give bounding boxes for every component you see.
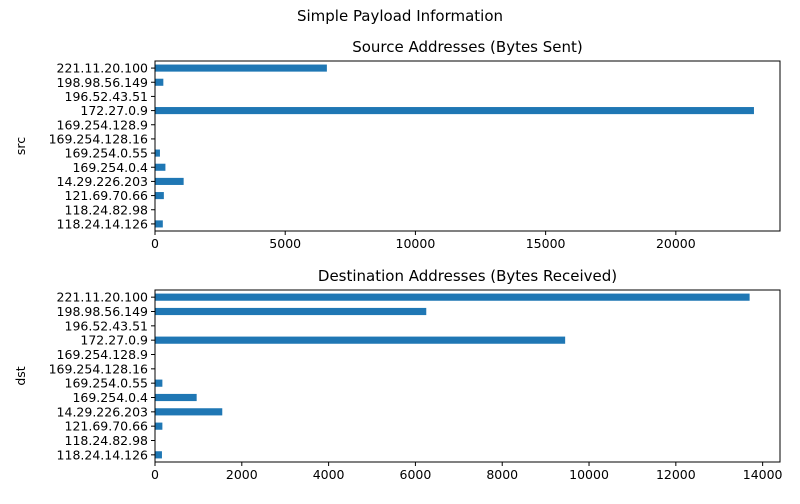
dst-bar-0 <box>155 451 162 459</box>
src-ytick-label-8: 172.27.0.9 <box>80 103 148 118</box>
src-ytick-label-5: 169.254.0.55 <box>65 146 149 161</box>
src-bar-5 <box>155 149 160 157</box>
dst-xtick-label-0: 0 <box>151 467 159 482</box>
src-xtick-label-0: 0 <box>151 236 159 251</box>
dst-ytick-label-4: 169.254.0.4 <box>72 390 148 405</box>
dst-ytick-label-3: 14.29.226.203 <box>57 404 148 419</box>
dst-bar-2 <box>155 422 163 430</box>
src-ytick-label-9: 196.52.43.51 <box>65 89 149 104</box>
dst-ylabel: dst <box>13 366 28 385</box>
dst-xtick-label-5: 10000 <box>569 467 609 482</box>
src-bar-4 <box>155 163 166 171</box>
src-ytick-label-6: 169.254.128.16 <box>49 131 148 146</box>
src-ytick-label-7: 169.254.128.9 <box>57 117 148 132</box>
src-bar-3 <box>155 177 184 185</box>
src-axes-frame <box>154 60 781 232</box>
src-xtick-label-1: 5000 <box>269 236 301 251</box>
src-ytick-label-0: 118.24.14.126 <box>57 216 148 231</box>
src-xtick-label-4: 20000 <box>656 236 696 251</box>
figure-suptitle: Simple Payload Information <box>296 7 504 25</box>
src-xtick-label-3: 15000 <box>526 236 566 251</box>
dst-bar-10 <box>155 307 427 316</box>
dst-ytick-label-6: 169.254.128.16 <box>49 361 148 376</box>
dst-ytick-label-0: 118.24.14.126 <box>57 447 148 462</box>
dst-xtick-label-6: 12000 <box>656 467 696 482</box>
dst-xtick-label-2: 4000 <box>313 467 345 482</box>
dst-chart-title: Destination Addresses (Bytes Received) <box>318 267 617 285</box>
dst-xtick-label-7: 14000 <box>743 467 783 482</box>
src-bar-10 <box>155 78 164 86</box>
dst-bar-3 <box>155 408 223 416</box>
src-ytick-label-10: 198.98.56.149 <box>57 75 148 90</box>
src-ylabel: src <box>13 137 28 155</box>
dst-ytick-label-9: 196.52.43.51 <box>65 318 149 333</box>
src-ytick-label-1: 118.24.82.98 <box>65 202 149 217</box>
dst-bar-11 <box>155 293 750 301</box>
src-bar-8 <box>155 107 754 115</box>
dst-ytick-label-11: 221.11.20.100 <box>57 290 148 305</box>
src-bar-2 <box>155 192 164 200</box>
src-xtick-label-2: 10000 <box>396 236 436 251</box>
src-bar-0 <box>155 220 163 228</box>
dst-bar-5 <box>155 379 163 387</box>
dst-chart: Destination Addresses (Bytes Received) 11… <box>13 267 783 482</box>
src-chart-title: Source Addresses (Bytes Sent) <box>352 38 583 56</box>
src-chart: Source Addresses (Bytes Sent) 118.24.14.1… <box>13 38 781 251</box>
dst-ytick-label-10: 198.98.56.149 <box>57 304 148 319</box>
src-ytick-label-2: 121.69.70.66 <box>65 188 149 203</box>
dst-axes-frame <box>154 289 781 463</box>
dst-ytick-label-1: 118.24.82.98 <box>65 433 149 448</box>
dst-xtick-label-4: 8000 <box>486 467 518 482</box>
src-ytick-label-11: 221.11.20.100 <box>57 61 148 76</box>
dst-ytick-label-7: 169.254.128.9 <box>57 347 148 362</box>
dst-ytick-label-5: 169.254.0.55 <box>65 376 149 391</box>
dst-xtick-label-3: 6000 <box>400 467 432 482</box>
dst-bar-8 <box>155 336 566 344</box>
dst-bar-4 <box>155 393 197 402</box>
src-ytick-label-3: 14.29.226.203 <box>57 174 148 189</box>
dst-xtick-label-1: 2000 <box>226 467 258 482</box>
dst-ytick-label-2: 121.69.70.66 <box>65 419 149 434</box>
src-ytick-label-4: 169.254.0.4 <box>72 160 148 175</box>
dst-ytick-label-8: 172.27.0.9 <box>80 333 148 348</box>
src-bar-11 <box>155 64 327 72</box>
